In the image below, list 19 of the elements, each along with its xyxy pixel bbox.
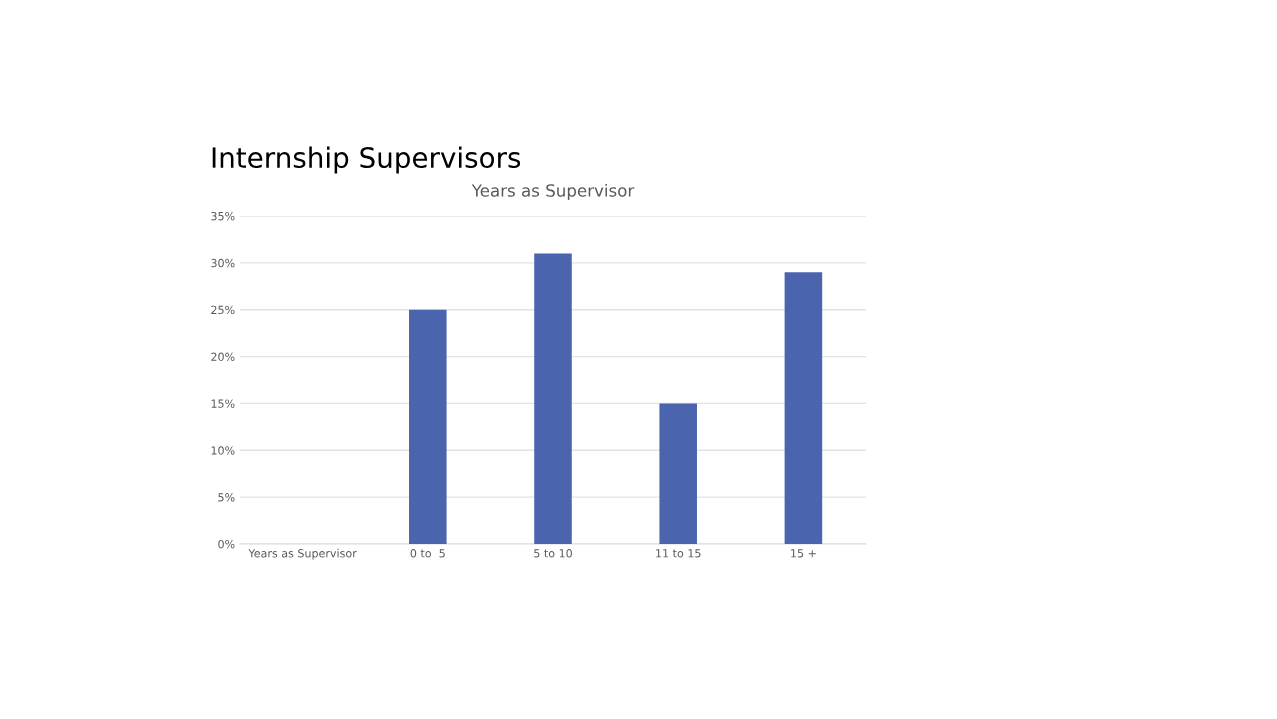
bar [659,403,697,544]
y-tick-label: 0% [218,539,235,549]
y-tick-label: 30% [211,258,235,268]
y-tick-label: 35% [211,211,235,221]
y-tick-label: 5% [218,493,235,502]
y-tick-label: 25% [211,305,235,315]
chart-title: Internship Supervisors [212,146,521,174]
y-tick-label: 20% [211,352,235,361]
y-tick-label: 15% [211,399,235,408]
y-tick-label: 10% [211,446,235,455]
chart-subtitle: Years as Supervisor [471,183,635,201]
x-tick-label: Years as Supervisor [248,548,357,560]
x-tick-label: 0 to 5 [410,549,445,558]
bar [409,309,447,544]
bar [534,253,572,544]
x-tick-label: 11 to 15 [656,549,701,558]
x-tick-label: 15 + [791,549,816,558]
bar [784,272,823,544]
x-tick-label: 5 to 10 [534,549,572,558]
